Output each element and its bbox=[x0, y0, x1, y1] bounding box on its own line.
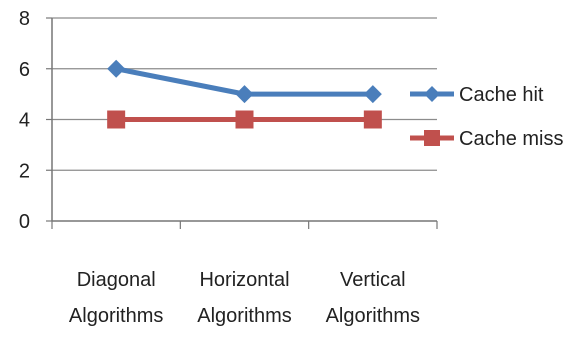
x-tick-label: Diagonal Algorithms bbox=[69, 269, 163, 327]
legend-label: Cache hit bbox=[459, 84, 544, 106]
y-tick-label: 0 bbox=[19, 211, 30, 233]
y-tick-label: 2 bbox=[19, 160, 30, 182]
legend-label: Cache miss bbox=[459, 128, 563, 150]
data-point-diamond bbox=[107, 59, 126, 78]
data-point-square bbox=[235, 110, 254, 129]
data-point-square bbox=[107, 110, 126, 129]
x-tick-label: Horizontal Algorithms bbox=[197, 269, 291, 327]
axes: 0 2 4 6 8 Diagonal Algorithms Horizontal Algorit… bbox=[19, 8, 438, 327]
data-point-square bbox=[363, 110, 382, 129]
series-lines bbox=[107, 59, 382, 129]
data-point-diamond bbox=[363, 85, 382, 104]
y-tick-label: 4 bbox=[19, 110, 30, 132]
y-tick-label: 8 bbox=[19, 8, 30, 30]
y-tick-label: 6 bbox=[19, 59, 30, 81]
x-tick-label: Vertical Algorithms bbox=[326, 269, 420, 327]
legend-marker-diamond bbox=[424, 86, 440, 102]
legend: Cache hit Cache miss bbox=[410, 84, 563, 150]
data-point-diamond bbox=[235, 85, 254, 104]
legend-marker-square bbox=[424, 130, 440, 146]
